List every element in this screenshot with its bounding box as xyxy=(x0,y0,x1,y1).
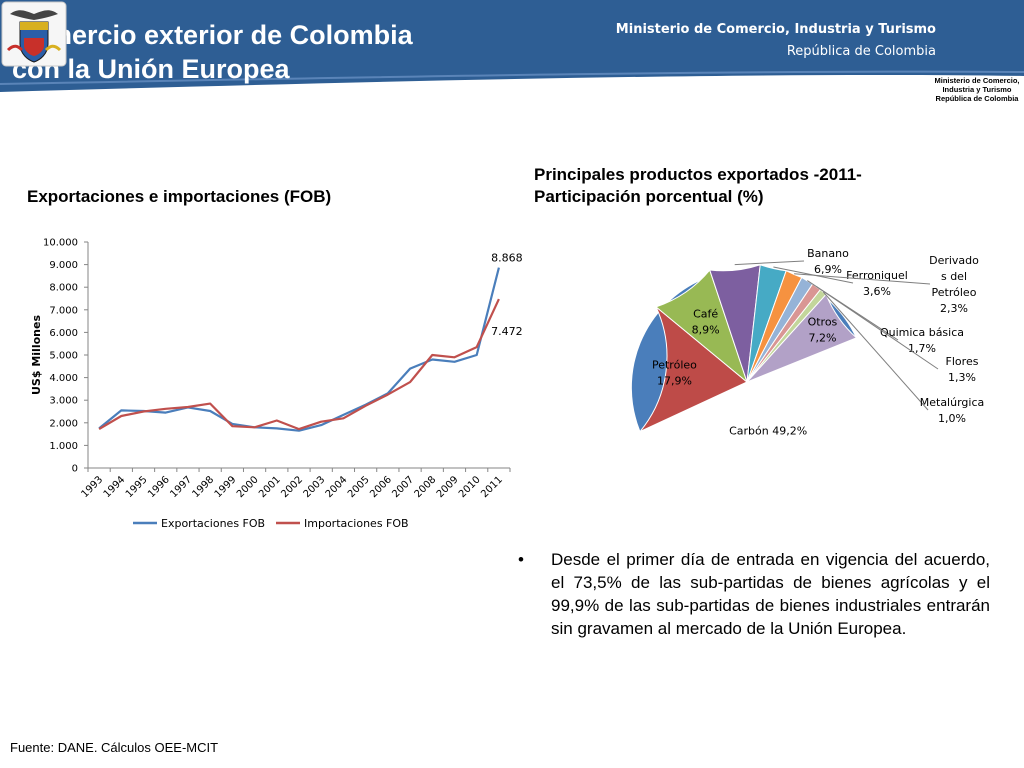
data-label: 7.472 xyxy=(491,325,523,338)
y-tick-label: 2.000 xyxy=(49,418,78,429)
pie-title-line-2: Participación porcentual (%) xyxy=(534,187,764,206)
series-line-importaciones xyxy=(98,298,500,431)
y-tick-label: 4.000 xyxy=(49,373,78,384)
leader-line xyxy=(794,273,931,285)
header-band: Comercio exterior de Colombia con la Uni… xyxy=(0,0,1024,100)
y-tick-label: 3.000 xyxy=(49,396,78,407)
x-tick-label: 2002 xyxy=(279,474,305,500)
y-tick-label: 6.000 xyxy=(49,328,78,339)
slice-label: Petróleo xyxy=(652,359,697,372)
y-tick-label: 5.000 xyxy=(49,351,78,362)
crest-caption-line: República de Colombia xyxy=(935,94,1019,103)
slice-label: 2,3% xyxy=(940,302,968,315)
x-tick-label: 2004 xyxy=(324,474,350,500)
x-tick-label: 2010 xyxy=(457,474,483,500)
crest-caption-line: Industria y Turismo xyxy=(942,85,1012,94)
legend-label: Importaciones FOB xyxy=(304,517,409,530)
republic-line: República de Colombia xyxy=(786,44,936,59)
y-tick-label: 7.000 xyxy=(49,305,78,316)
slice-label: Otros xyxy=(808,315,838,328)
y-tick-label: 10.000 xyxy=(43,238,78,249)
crest-caption-line: Ministerio de Comercio, xyxy=(934,76,1020,85)
x-tick-label: 2008 xyxy=(413,474,439,500)
slice-label: Derivado xyxy=(929,254,979,267)
legend-label: Exportaciones FOB xyxy=(161,517,265,530)
ministry-name: Ministerio de Comercio, Industria y Turi… xyxy=(616,19,936,63)
slice-label: 8,9% xyxy=(692,324,720,337)
y-tick-label: 1.000 xyxy=(49,441,78,452)
x-tick-label: 1993 xyxy=(79,474,105,500)
bullet-symbol: • xyxy=(518,550,524,569)
slice-label: 3,6% xyxy=(863,285,891,298)
bullet-point: • Desde el primer día de entrada en vige… xyxy=(518,548,990,640)
x-tick-label: 2003 xyxy=(302,474,328,500)
slice-label: 1,7% xyxy=(908,342,936,355)
pie-chart: Carbón 49,2% Petróleo 17,9% Café 8,9% Banano 6… xyxy=(630,247,985,438)
y-tick-label: 9.000 xyxy=(49,260,78,271)
data-label: 8.868 xyxy=(491,252,523,265)
x-tick-label: 1994 xyxy=(102,474,128,500)
slice-label: 6,9% xyxy=(814,263,842,276)
slice-label: Flores xyxy=(946,355,979,368)
line-chart: 0 1.000 2.000 3.000 4.000 5.000 6.000 7.000 8.00… xyxy=(30,238,523,531)
slice-label: 17,9% xyxy=(657,375,692,388)
slice-label: 7,2% xyxy=(808,331,836,344)
page-title: Comercio exterior de Colombia con la Uni… xyxy=(12,18,413,86)
leader-line xyxy=(734,260,805,266)
title-line-1: Comercio exterior de Colombia xyxy=(12,20,413,50)
slice-label: Quimica básica xyxy=(880,326,964,339)
y-tick-label: 0 xyxy=(72,464,78,475)
slice-label: 1,0% xyxy=(938,412,966,425)
y-tick-label: 8.000 xyxy=(49,283,78,294)
x-tick-label: 2000 xyxy=(235,474,261,500)
slice-label: s del xyxy=(941,270,967,283)
pie-chart-title: Principales productos exportados -2011- … xyxy=(534,164,954,208)
x-tick-label: 1999 xyxy=(213,474,239,500)
leader-line xyxy=(816,286,939,370)
source-note: Fuente: DANE. Cálculos OEE-MCIT xyxy=(10,740,219,755)
slice-label: 1,3% xyxy=(948,371,976,384)
x-tick-label: 1997 xyxy=(168,474,194,500)
slice-label: Banano xyxy=(807,247,849,260)
coat-of-arms-logo xyxy=(1,1,67,67)
x-tick-label: 2011 xyxy=(479,474,505,500)
x-tick-label: 2006 xyxy=(368,474,394,500)
x-tick-label: 2005 xyxy=(346,474,372,500)
x-tick-label: 1996 xyxy=(146,474,172,500)
crest-caption: Ministerio de Comercio, Industria y Turi… xyxy=(930,76,1024,103)
leader-line xyxy=(822,291,929,411)
slice-label: Metalúrgica xyxy=(920,396,985,409)
slice-label: Café xyxy=(693,308,718,321)
x-tick-label: 2009 xyxy=(435,474,461,500)
x-tick-label: 2007 xyxy=(390,474,416,500)
x-tick-label: 1998 xyxy=(191,474,217,500)
series-line-exportaciones xyxy=(98,267,500,432)
line-chart-title: Exportaciones e importaciones (FOB) xyxy=(27,187,332,206)
slice-label: Petróleo xyxy=(932,286,977,299)
slice-label: Carbón 49,2% xyxy=(729,425,807,438)
header-background xyxy=(0,0,1024,92)
x-tick-label: 1995 xyxy=(124,474,150,500)
bullet-text: Desde el primer día de entrada en vigenc… xyxy=(551,550,990,638)
x-tick-label: 2001 xyxy=(257,474,283,500)
title-line-2: con la Unión Europea xyxy=(12,54,290,84)
pie-title-line-1: Principales productos exportados -2011- xyxy=(534,165,862,184)
ministry-line: Ministerio de Comercio, Industria y Turi… xyxy=(615,22,936,37)
y-axis-title: US$ Millones xyxy=(30,315,43,395)
pie-slice xyxy=(639,306,748,433)
